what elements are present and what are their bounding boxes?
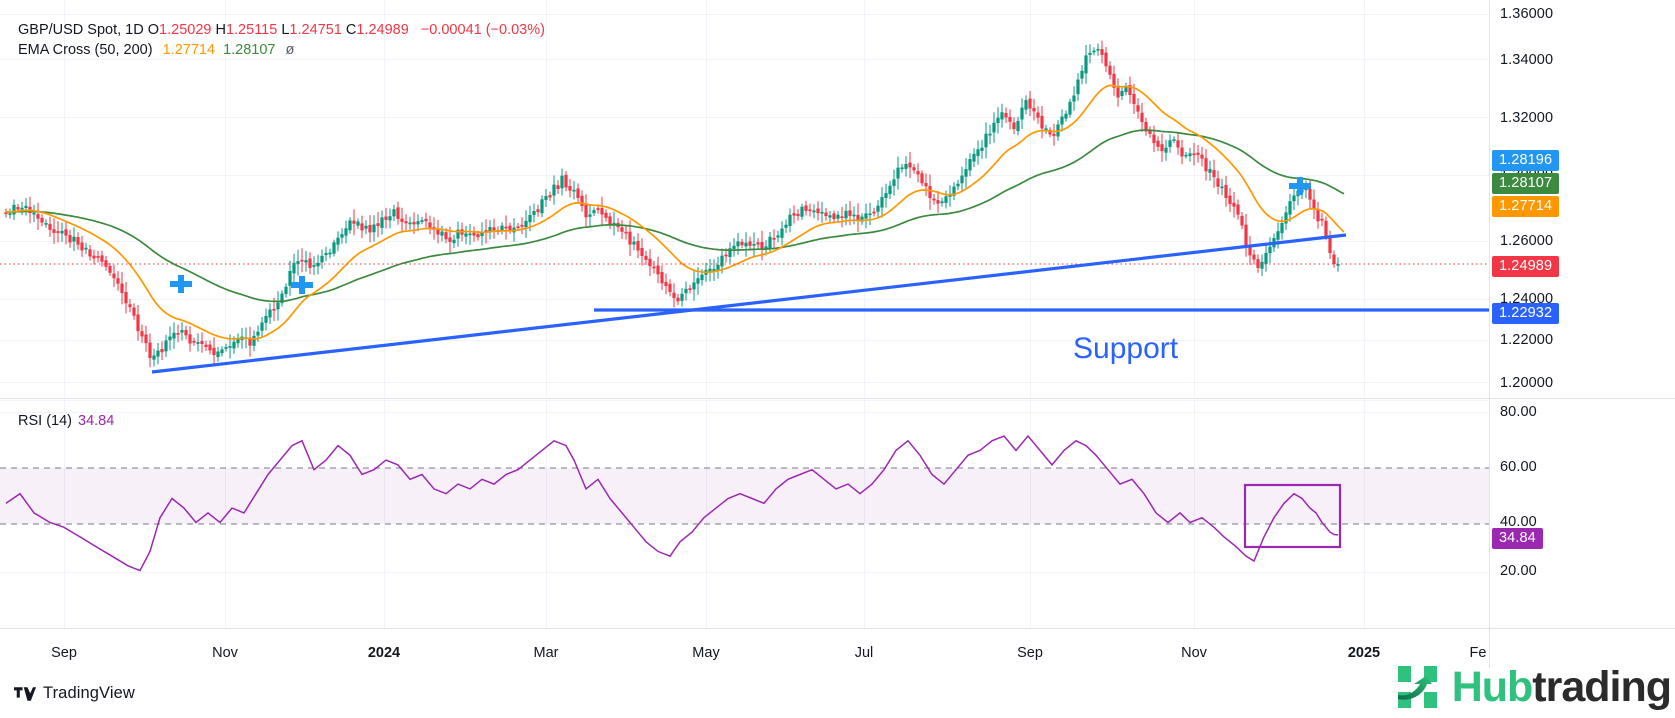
chart-legend: GBP/USD Spot, 1D O1.25029 H1.25115 L1.24… bbox=[18, 20, 545, 60]
pane-separator bbox=[0, 398, 1489, 399]
hubtrading-label: Hubtrading bbox=[1451, 662, 1672, 711]
time-tick: Fe bbox=[1469, 645, 1487, 661]
legend-indicator-glyph: ø bbox=[285, 42, 295, 58]
rsi-tick: 80.00 bbox=[1500, 404, 1537, 420]
rsi-legend: RSI (14) 34.84 bbox=[18, 413, 114, 429]
rsi-tick: 60.00 bbox=[1500, 459, 1537, 475]
gridline-v bbox=[1030, 0, 1031, 628]
gridline bbox=[0, 572, 1489, 573]
legend-high-key: H bbox=[215, 22, 226, 38]
gridline bbox=[0, 340, 1489, 341]
gridline bbox=[0, 382, 1489, 383]
ema-cross-price-badge: 1.28196 bbox=[1492, 150, 1560, 171]
time-tick: Mar bbox=[533, 645, 559, 661]
price-tick: 1.36000 bbox=[1500, 6, 1554, 22]
gridline bbox=[0, 59, 1489, 60]
legend-high-value: 1.25115 bbox=[225, 22, 278, 38]
legend-ohlc-row: GBP/USD Spot, 1D O1.25029 H1.25115 L1.24… bbox=[18, 20, 545, 40]
price-axis[interactable]: 1.36000 1.34000 1.32000 1.30000 1.26000 … bbox=[1489, 0, 1675, 668]
time-tick: Jul bbox=[854, 645, 874, 661]
legend-open-value: 1.25029 bbox=[159, 22, 212, 38]
time-tick: Nov bbox=[1181, 645, 1207, 661]
gridline-v bbox=[384, 0, 385, 628]
rsi-tick: 40.00 bbox=[1500, 514, 1537, 530]
gridline bbox=[0, 241, 1489, 242]
gridline-v bbox=[864, 0, 865, 628]
gridline bbox=[0, 14, 1489, 15]
legend-change-value: −0.00041 (−0.03%) bbox=[420, 22, 545, 38]
tradingview-mark-icon bbox=[14, 686, 36, 701]
support-annotation-label: Support bbox=[1073, 332, 1179, 365]
rsi-highlight-box bbox=[1243, 483, 1342, 549]
legend-low-value: 1.24751 bbox=[289, 22, 342, 38]
chart-canvas bbox=[0, 40, 1489, 572]
legend-indicator-row: EMA Cross (50, 200) 1.27714 1.28107 ø bbox=[18, 40, 545, 60]
gridline bbox=[0, 175, 1489, 176]
price-tick: 1.32000 bbox=[1500, 110, 1554, 126]
time-tick: Sep bbox=[1017, 645, 1043, 661]
price-tick: 1.20000 bbox=[1500, 375, 1554, 391]
gridline bbox=[0, 117, 1489, 118]
time-axis[interactable]: Sep Nov 2024 Mar May Jul Sep Nov 2025 Fe bbox=[0, 628, 1489, 668]
support-price-badge: 1.22932 bbox=[1492, 303, 1560, 324]
hubtrading-mark-icon bbox=[1397, 666, 1437, 708]
gridline-v bbox=[546, 0, 547, 628]
ema-slow-price-badge: 1.28107 bbox=[1492, 173, 1560, 194]
scale-pane-separator bbox=[1490, 398, 1675, 399]
time-tick: May bbox=[692, 645, 720, 661]
legend-open-key: O bbox=[147, 22, 160, 38]
rsi-value: 34.84 bbox=[78, 413, 115, 429]
ema-fast-line bbox=[5, 84, 1345, 340]
ema-fast-price-badge: 1.27714 bbox=[1492, 196, 1560, 217]
scale-bottom-border bbox=[1490, 628, 1675, 629]
time-tick: Nov bbox=[212, 645, 238, 661]
gridline-v bbox=[706, 0, 707, 628]
ema-slow-line bbox=[6, 129, 1345, 303]
rsi-pane[interactable] bbox=[0, 400, 1489, 628]
rsi-line bbox=[5, 434, 1339, 572]
price-tick: 1.22000 bbox=[1500, 332, 1554, 348]
tradingview-label: TradingView bbox=[43, 684, 135, 702]
ema-cross-markers bbox=[170, 177, 1311, 294]
price-tick: 1.34000 bbox=[1500, 52, 1554, 68]
gridline-v bbox=[1364, 0, 1365, 628]
legend-ema-fast-value: 1.27714 bbox=[162, 42, 216, 58]
hubtrading-label-part2: trading bbox=[1532, 662, 1672, 711]
pane-separator-2 bbox=[0, 400, 1489, 401]
price-tick: 1.26000 bbox=[1500, 233, 1554, 249]
time-tick-year: 2025 bbox=[1347, 645, 1381, 661]
price-pane[interactable] bbox=[0, 0, 1489, 398]
gridline-v bbox=[225, 0, 226, 628]
ema-cross-marker bbox=[1289, 177, 1311, 195]
time-tick: Sep bbox=[51, 645, 77, 661]
legend-symbol[interactable]: GBP/USD Spot, 1D bbox=[18, 22, 144, 38]
chart-plot-area[interactable]: Support GBP/USD Spot, 1D O1.25029 H1.251… bbox=[0, 0, 1489, 668]
tradingview-logo[interactable]: TradingView bbox=[14, 684, 135, 703]
legend-close-value: 1.24989 bbox=[356, 22, 409, 38]
gridline-v bbox=[64, 0, 65, 628]
legend-indicator-name[interactable]: EMA Cross (50, 200) bbox=[18, 42, 153, 58]
legend-ema-slow-value: 1.28107 bbox=[223, 42, 276, 58]
ema-cross-marker bbox=[170, 275, 192, 293]
rsi-value-badge: 34.84 bbox=[1492, 528, 1543, 549]
hubtrading-label-part1: Hub bbox=[1451, 662, 1534, 711]
legend-close-key: C bbox=[345, 22, 357, 38]
gridline bbox=[0, 299, 1489, 300]
ema-cross-marker bbox=[291, 276, 313, 294]
legend-low-key: L bbox=[281, 22, 290, 38]
last-price-badge: 1.24989 bbox=[1492, 256, 1560, 277]
gridline bbox=[0, 412, 1489, 413]
rsi-label[interactable]: RSI (14) bbox=[18, 413, 72, 429]
rsi-tick: 20.00 bbox=[1500, 563, 1537, 579]
ascending-trendline bbox=[151, 233, 1347, 374]
gridline-v bbox=[1194, 0, 1195, 628]
hubtrading-logo[interactable]: Hubtrading bbox=[1394, 662, 1672, 712]
time-tick-year: 2024 bbox=[367, 645, 401, 661]
